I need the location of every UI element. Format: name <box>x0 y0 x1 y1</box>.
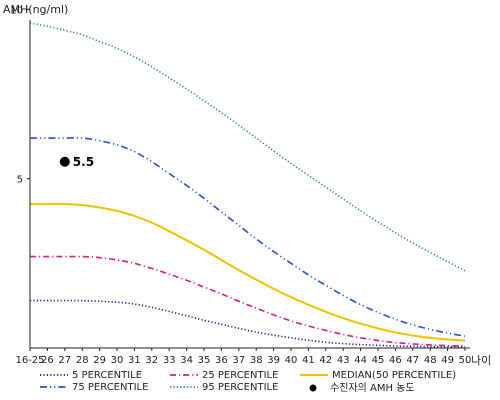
legend: 5 PERCENTILE 25 PERCENTILE MEDIAN(50 PERCE… <box>40 370 456 394</box>
y-tick-label: 5 <box>17 175 23 186</box>
x-tick-label: 36 <box>215 355 228 366</box>
x-tick-label: 49 <box>441 355 454 366</box>
legend-label: 수진자의 AMH 농도 <box>330 382 415 394</box>
x-tick-label: 32 <box>145 355 158 366</box>
x-tick-label: 38 <box>250 355 263 366</box>
legend-label: 95 PERCENTILE <box>202 382 278 393</box>
series-lines <box>29 22 466 348</box>
x-axis-unit-label: 나이 <box>471 354 491 367</box>
patient-marker-group: 5.5 <box>59 155 94 169</box>
x-tick-label: 45 <box>372 355 385 366</box>
x-tick-label: 26 <box>41 355 54 366</box>
x-tick-label: 34 <box>180 355 193 366</box>
legend-label: 75 PERCENTILE <box>72 382 148 393</box>
x-tick-label: 29 <box>93 355 106 366</box>
x-tick-label: 37 <box>232 355 245 366</box>
series-line-5-percentile <box>30 299 465 348</box>
x-tick-label: 35 <box>198 355 211 366</box>
x-tick-label: 44 <box>354 355 367 366</box>
patient-amh-value-label: 5.5 <box>73 155 94 169</box>
x-tick-label: 28 <box>76 355 89 366</box>
x-tick-label: 30 <box>111 355 124 366</box>
x-tick-label: 42 <box>319 355 332 366</box>
series-line-25-percentile <box>30 255 466 347</box>
x-tick-label: 31 <box>128 355 141 366</box>
x-tick-label: 47 <box>406 355 419 366</box>
x-tick-label: 50 <box>459 355 472 366</box>
legend-marker-swatch <box>309 384 317 392</box>
x-tick-label: 33 <box>163 355 176 366</box>
legend-label: MEDIAN(50 PERCENTILE) <box>332 370 456 381</box>
series-line-75-percentile <box>30 137 466 337</box>
x-tick-label: 27 <box>58 355 71 366</box>
series-line-95-percentile <box>29 22 466 272</box>
series-line-median-50-percentile <box>29 203 466 342</box>
x-tick-label: 41 <box>302 355 315 366</box>
x-tick-label: 46 <box>389 355 402 366</box>
patient-amh-marker <box>59 156 70 167</box>
y-axis-label: AMH(ng/ml) <box>3 3 68 16</box>
legend-label: 25 PERCENTILE <box>202 370 278 381</box>
x-tick-label: 39 <box>267 355 280 366</box>
legend-label: 5 PERCENTILE <box>72 370 142 381</box>
x-tick-label: 48 <box>424 355 437 366</box>
x-tick-label: 40 <box>285 355 298 366</box>
x-tick-label: 43 <box>337 355 350 366</box>
y-tick-label: 10 <box>10 5 23 16</box>
x-tick-label: 16-25 <box>15 355 44 366</box>
